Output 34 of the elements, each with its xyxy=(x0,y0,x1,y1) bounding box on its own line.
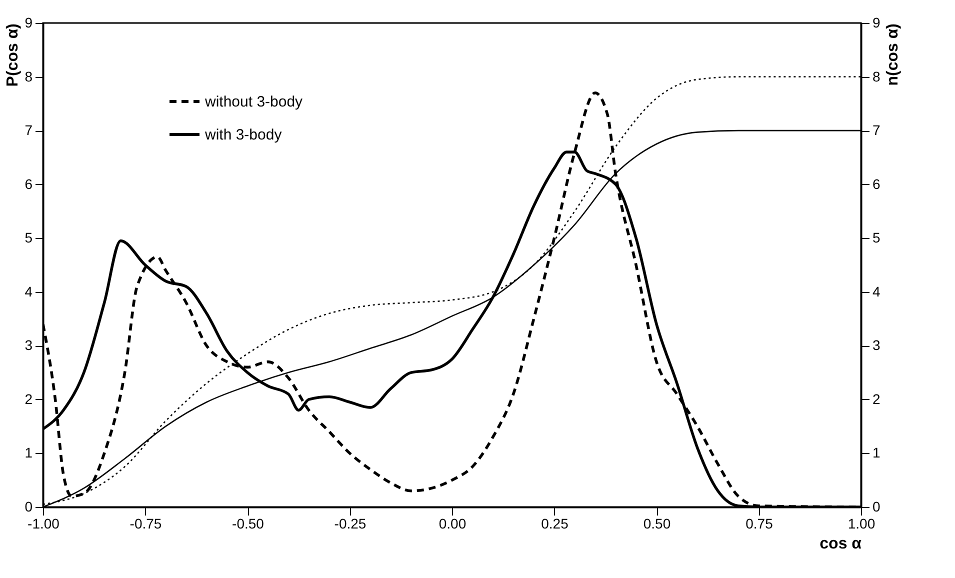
x-tick-label: -0.75 xyxy=(130,516,162,532)
y2-tick-label: 6 xyxy=(872,176,880,192)
y2-tick-label: 7 xyxy=(872,122,880,138)
legend-label: without 3-body xyxy=(204,94,304,110)
y2-tick-label: 0 xyxy=(872,498,880,514)
x-tick-label: 0.50 xyxy=(643,516,671,532)
x-tick-label: 0.25 xyxy=(541,516,569,532)
x-tick-label: 1.00 xyxy=(848,516,876,532)
y2-tick-label: 3 xyxy=(872,337,880,354)
y2-tick-label: 2 xyxy=(872,390,880,407)
y2-axis-title: n(cos α) xyxy=(884,24,902,86)
x-tick-label: -1.00 xyxy=(28,516,60,532)
y-tick-label: 7 xyxy=(24,122,33,138)
y-tick-label: 3 xyxy=(24,337,33,354)
y2-tick-label: 1 xyxy=(872,444,880,461)
y2-tick-label: 8 xyxy=(872,68,880,84)
x-axis-title: cos α xyxy=(820,536,862,552)
x-tick-label: -0.50 xyxy=(232,516,264,532)
y-tick-label: 2 xyxy=(24,390,33,407)
y2-tick-label: 9 xyxy=(872,14,880,30)
legend-label: with 3-body xyxy=(204,126,282,144)
x-tick-label: 0.00 xyxy=(438,516,466,532)
y-tick-label: 0 xyxy=(24,498,33,514)
x-tick-label: 0.75 xyxy=(746,516,774,532)
x-tick-label: -0.25 xyxy=(334,516,366,532)
y-tick-label: 9 xyxy=(24,14,33,30)
y-tick-label: 5 xyxy=(24,230,33,246)
y-tick-label: 8 xyxy=(24,68,33,84)
y-axis-title: P(cos α) xyxy=(4,24,22,87)
y-tick-label: 1 xyxy=(24,444,33,461)
y-tick-label: 4 xyxy=(24,283,33,300)
y-tick-label: 6 xyxy=(24,176,33,192)
y2-tick-label: 5 xyxy=(872,230,880,246)
y2-tick-label: 4 xyxy=(872,283,880,300)
